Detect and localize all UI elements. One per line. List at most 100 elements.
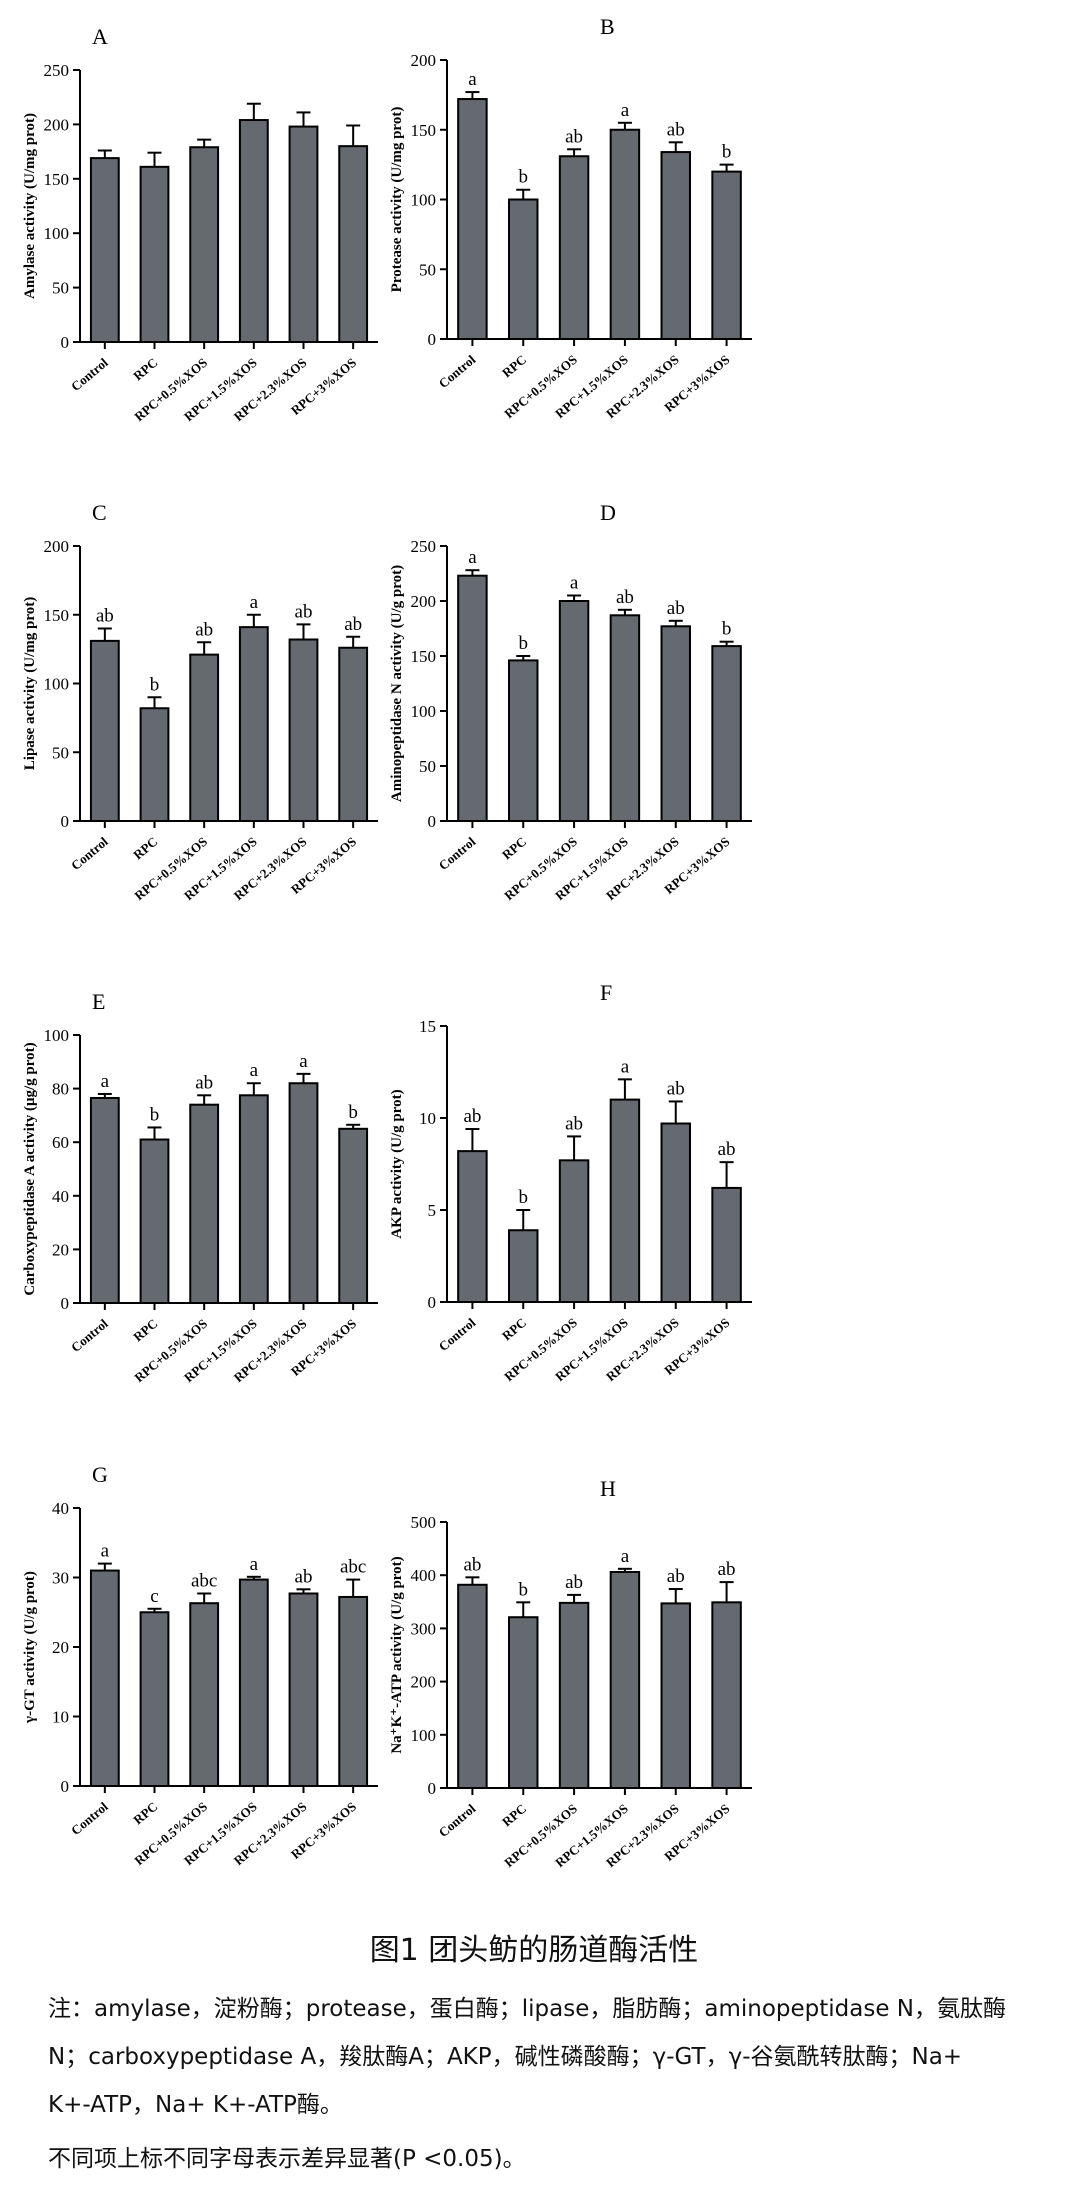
y-tick-label: 0: [428, 1779, 437, 1798]
significance-letter: ab: [195, 1072, 213, 1093]
x-tick-label: RPC: [499, 352, 529, 381]
significance-letter: abc: [340, 1557, 366, 1578]
significance-letter: ab: [718, 1559, 736, 1580]
figure-note-line-2: N；carboxypeptidase A，羧肽酶A；AKP，碱性磷酸酶；γ-GT…: [48, 2044, 963, 2070]
x-tick-label: RPC: [130, 355, 160, 384]
chart-panel-d: D 0 50 100 150 200 250 Aminopeptidase N activit…: [389, 500, 752, 903]
y-tick-label: 10: [419, 1109, 436, 1128]
chart-panel-g: G 0 10 20 30 40 γ-GT activity (U/g prot) a Contr…: [22, 1462, 378, 1868]
y-tick-label: 500: [411, 1513, 437, 1532]
y-tick-label: 0: [61, 812, 70, 831]
bar: [558, 1159, 590, 1303]
significance-letter: ab: [96, 606, 114, 627]
significance-letter: ab: [565, 1113, 583, 1134]
significance-letter: ab: [667, 598, 685, 619]
significance-letter: b: [519, 167, 529, 188]
x-tick-label: Control: [68, 1799, 111, 1838]
bar: [711, 645, 742, 822]
x-tick-label: RPC: [130, 1316, 160, 1345]
y-tick-label: 0: [428, 812, 437, 831]
x-tick-label: RPC: [130, 834, 160, 863]
bar: [609, 1571, 641, 1790]
x-tick-label: RPC: [499, 1315, 529, 1344]
bar: [508, 198, 539, 340]
bar: [711, 170, 742, 340]
y-tick-label: 100: [411, 1726, 437, 1745]
y-axis-title: Lipase activity (U/mg prot): [22, 597, 38, 770]
x-tick-label: RPC: [499, 1801, 529, 1830]
bar: [338, 1595, 369, 1787]
x-tick-label: Control: [68, 355, 111, 394]
y-axis-title: Aminopeptidase N activity (U/g prot): [389, 565, 405, 802]
bar: [457, 574, 488, 823]
significance-letter: ab: [295, 601, 313, 622]
bar: [711, 1601, 742, 1790]
y-tick-label: 0: [61, 333, 70, 352]
y-tick-label: 250: [411, 537, 437, 556]
significance-letter: a: [250, 1060, 259, 1081]
bar: [609, 1098, 641, 1303]
panel-label: G: [92, 1462, 108, 1487]
x-tick-label: Control: [68, 834, 111, 873]
significance-letter: a: [621, 1546, 630, 1567]
chart-panel-f: F 0 5 10 15 AKP activity (U/g prot) ab Control b…: [389, 980, 752, 1384]
y-tick-label: 0: [61, 1777, 70, 1796]
y-axis-title: Carboxypeptidase A activity (μg/g prot): [22, 1042, 38, 1295]
y-tick-label: 15: [419, 1017, 436, 1036]
figure-title: 图1 团头鲂的肠道酶活性: [369, 1933, 699, 1968]
y-tick-label: 40: [52, 1499, 69, 1518]
y-tick-label: 150: [44, 606, 70, 625]
significance-letter: ab: [565, 1572, 583, 1593]
y-tick-label: 50: [419, 757, 436, 776]
y-tick-label: 50: [419, 260, 436, 279]
panel-label: A: [92, 24, 108, 49]
significance-letter: b: [519, 1579, 529, 1600]
bar: [89, 1096, 120, 1304]
y-tick-label: 200: [411, 51, 437, 70]
figure-note-line-4: 不同项上标不同字母表示差异显著(P <0.05)。: [48, 2146, 526, 2172]
bar: [508, 1229, 539, 1303]
panel-label: E: [92, 989, 105, 1014]
bar: [338, 1127, 369, 1305]
chart-panel-e: E 0 20 40 60 80 100 Carboxypeptidase A activity…: [22, 989, 378, 1385]
y-tick-label: 50: [52, 743, 69, 762]
x-tick-label: Control: [436, 352, 479, 391]
bar: [457, 1150, 488, 1303]
significance-letter: a: [468, 547, 477, 568]
bar: [238, 1578, 269, 1787]
bar: [338, 646, 369, 822]
x-tick-label: Control: [436, 1315, 479, 1354]
significance-letter: a: [621, 100, 630, 121]
significance-letter: b: [348, 1102, 358, 1123]
y-tick-label: 200: [44, 537, 70, 556]
significance-letter: b: [722, 619, 732, 640]
significance-letter: a: [299, 1051, 308, 1072]
significance-letter: ab: [616, 587, 634, 608]
bar: [660, 1602, 691, 1789]
bar: [609, 128, 641, 340]
y-tick-label: 50: [52, 279, 69, 298]
significance-letter: ab: [295, 1566, 313, 1587]
chart-panel-h: H 0 100 200 300 400 500 Na⁺K⁺-ATP activity (U/g…: [389, 1476, 752, 1870]
significance-letter: ab: [565, 126, 583, 147]
panel-label: B: [600, 14, 615, 39]
y-tick-label: 250: [44, 61, 70, 80]
bar: [508, 659, 539, 823]
bar: [238, 626, 269, 822]
y-tick-label: 300: [411, 1619, 437, 1638]
bar: [189, 1602, 220, 1787]
y-tick-label: 100: [411, 702, 437, 721]
x-tick-label: RPC: [499, 834, 529, 863]
bar: [660, 1122, 691, 1304]
y-axis-title: Protease activity (U/mg prot): [389, 107, 405, 293]
y-tick-label: 200: [411, 1673, 437, 1692]
bar: [139, 1138, 170, 1305]
bar: [189, 1103, 220, 1305]
bar: [508, 1616, 539, 1790]
y-tick-label: 20: [52, 1638, 69, 1657]
significance-letter: a: [101, 1071, 110, 1092]
chart-panel-c: C 0 50 100 150 200 Lipase activity (U/mg prot)…: [22, 500, 378, 903]
bar: [660, 151, 691, 340]
bar: [558, 1601, 590, 1790]
